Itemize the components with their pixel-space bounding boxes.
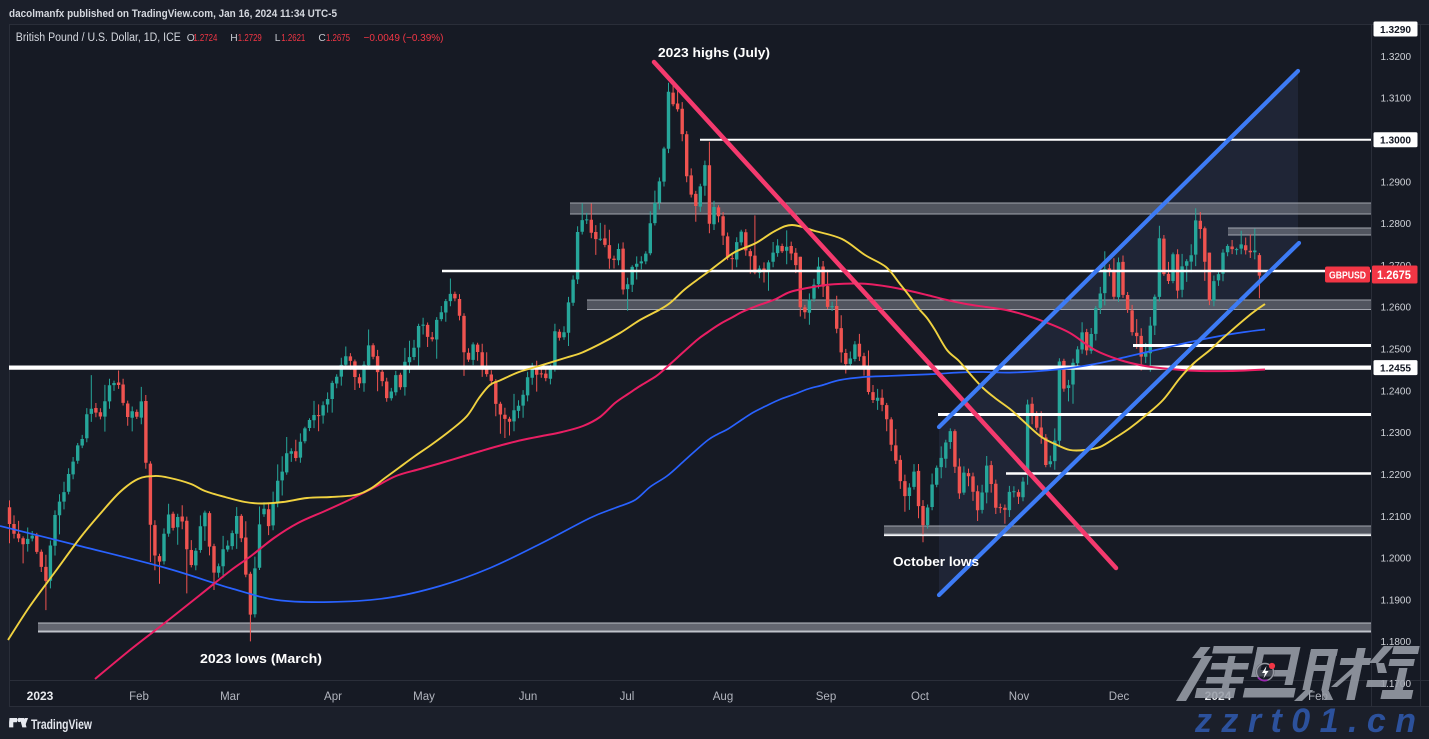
svg-text:1.2500: 1.2500 xyxy=(1381,344,1412,356)
svg-text:1.2800: 1.2800 xyxy=(1381,218,1412,230)
svg-text:1.2621: 1.2621 xyxy=(281,33,305,44)
svg-text:1.2455: 1.2455 xyxy=(1380,362,1411,374)
svg-text:1.3000: 1.3000 xyxy=(1380,135,1411,147)
svg-text:1.1900: 1.1900 xyxy=(1381,594,1412,606)
svg-text:Mar: Mar xyxy=(220,691,240,703)
svg-text:O: O xyxy=(187,33,195,44)
svg-text:1.2400: 1.2400 xyxy=(1381,385,1412,397)
svg-text:GBPUSD: GBPUSD xyxy=(1329,270,1366,282)
svg-text:2023: 2023 xyxy=(27,689,54,703)
svg-text:Dec: Dec xyxy=(1109,691,1130,703)
svg-text:Feb: Feb xyxy=(129,691,149,703)
svg-text:1.2724: 1.2724 xyxy=(193,33,217,44)
svg-text:TradingView: TradingView xyxy=(31,716,92,732)
svg-text:British Pound / U.S. Dollar, 1: British Pound / U.S. Dollar, 1D, ICE xyxy=(16,32,181,44)
svg-text:1.2200: 1.2200 xyxy=(1381,469,1412,481)
svg-text:dacolmanfx published on Tradin: dacolmanfx published on TradingView.com,… xyxy=(9,8,337,20)
svg-text:1.2729: 1.2729 xyxy=(238,33,262,44)
svg-text:2023 highs (July): 2023 highs (July) xyxy=(658,45,770,60)
svg-text:Sep: Sep xyxy=(816,691,836,703)
svg-text:Apr: Apr xyxy=(324,691,342,703)
svg-text:1.3100: 1.3100 xyxy=(1381,93,1412,105)
svg-text:October lows: October lows xyxy=(893,554,979,569)
svg-text:Jun: Jun xyxy=(519,691,538,703)
svg-text:1.2100: 1.2100 xyxy=(1381,511,1412,523)
svg-text:1.2675: 1.2675 xyxy=(1377,270,1412,282)
svg-text:2023 lows (March): 2023 lows (March) xyxy=(200,651,322,666)
svg-text:1.2675: 1.2675 xyxy=(326,33,350,44)
svg-text:Jul: Jul xyxy=(620,691,635,703)
svg-text:H: H xyxy=(230,33,237,44)
svg-text:−0.0049 (−0.39%): −0.0049 (−0.39%) xyxy=(364,33,444,44)
svg-text:1.2300: 1.2300 xyxy=(1381,427,1412,439)
svg-text:1.3200: 1.3200 xyxy=(1381,51,1412,63)
svg-text:Nov: Nov xyxy=(1009,691,1030,703)
svg-text:1.2600: 1.2600 xyxy=(1381,302,1412,314)
svg-text:1.2000: 1.2000 xyxy=(1381,553,1412,565)
svg-text:zzrt01.cn: zzrt01.cn xyxy=(1194,702,1416,739)
svg-text:1.1800: 1.1800 xyxy=(1381,636,1412,648)
svg-text:1.3290: 1.3290 xyxy=(1380,24,1411,36)
svg-text:May: May xyxy=(413,691,435,703)
svg-text:1.2900: 1.2900 xyxy=(1381,176,1412,188)
svg-text:Oct: Oct xyxy=(911,691,930,703)
svg-text:Aug: Aug xyxy=(713,691,733,703)
svg-text:C: C xyxy=(318,33,326,44)
svg-text:L: L xyxy=(275,33,281,44)
